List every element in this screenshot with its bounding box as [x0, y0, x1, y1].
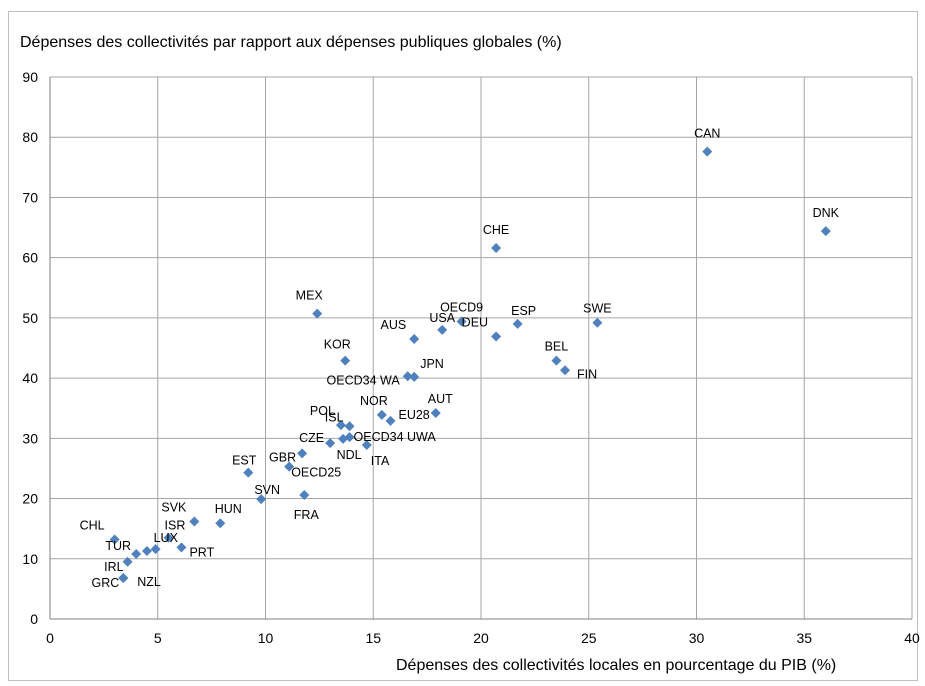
point-label: ESP — [511, 304, 536, 318]
point-label: OECD34 UWA — [354, 430, 437, 444]
data-point-svk — [189, 516, 199, 526]
x-tick-label: 15 — [365, 630, 381, 646]
point-label: SVK — [161, 500, 187, 514]
y-tick-label: 0 — [30, 611, 38, 627]
data-point-bel — [551, 356, 561, 366]
data-point-che — [491, 243, 501, 253]
point-label: HUN — [215, 502, 242, 516]
x-tick-label: 35 — [796, 630, 812, 646]
data-point-jpn — [409, 372, 419, 382]
data-point-nor — [377, 410, 387, 420]
y-tick-label: 80 — [22, 129, 38, 145]
data-point-est — [243, 468, 253, 478]
x-tick-label: 20 — [473, 630, 489, 646]
data-point-prt — [176, 542, 186, 552]
point-label: IRL — [104, 560, 124, 574]
y-tick-label: 90 — [22, 69, 38, 85]
data-point-fin — [560, 365, 570, 375]
y-tick-label: 70 — [22, 189, 38, 205]
data-point-eu28 — [385, 416, 395, 426]
point-label: AUT — [428, 392, 453, 406]
point-label: ISL — [325, 410, 344, 424]
data-point-hun — [215, 518, 225, 528]
point-label: USA — [429, 311, 455, 325]
data-point-kor — [340, 356, 350, 366]
y-tick-label: 30 — [22, 430, 38, 446]
point-label: SVN — [254, 483, 280, 497]
data-point-nzl — [118, 573, 128, 583]
point-label: DNK — [813, 206, 840, 220]
point-label: GRC — [91, 576, 119, 590]
x-tick-label: 30 — [689, 630, 705, 646]
x-tick-label: 40 — [904, 630, 920, 646]
point-label: PRT — [189, 545, 214, 559]
data-point-swe — [592, 318, 602, 328]
x-tick-label: 10 — [258, 630, 274, 646]
point-label: EST — [232, 454, 257, 468]
data-point-aut — [431, 408, 441, 418]
point-label: SWE — [583, 302, 611, 316]
data-point-usa — [437, 325, 447, 335]
point-label: CAN — [694, 127, 720, 141]
y-tick-label: 10 — [22, 551, 38, 567]
x-tick-label: 5 — [154, 630, 162, 646]
y-tick-label: 60 — [22, 250, 38, 266]
data-point-esp — [513, 319, 523, 329]
y-tick-label: 50 — [22, 310, 38, 326]
point-label: KOR — [324, 338, 351, 352]
point-label: CHE — [483, 223, 509, 237]
point-label: EU28 — [398, 408, 429, 422]
point-label: NDL — [337, 448, 362, 462]
y-tick-label: 20 — [22, 491, 38, 507]
y-tick-label: 40 — [22, 370, 38, 386]
point-label: GBR — [269, 450, 296, 464]
data-point-lux — [151, 544, 161, 554]
point-label: JPN — [420, 357, 444, 371]
point-label: OECD34 WA — [327, 373, 401, 387]
point-label: DEU — [462, 316, 488, 330]
point-label: OECD25 — [291, 466, 341, 480]
point-label: NOR — [360, 394, 388, 408]
data-point-tur — [142, 546, 152, 556]
data-point-mex — [312, 309, 322, 319]
point-label: LUX — [154, 531, 179, 545]
x-tick-label: 25 — [581, 630, 597, 646]
data-point-can — [702, 147, 712, 157]
point-label: MEX — [296, 289, 324, 303]
point-label: AUS — [380, 318, 406, 332]
point-label: TUR — [105, 539, 131, 553]
x-tick-label: 0 — [46, 630, 54, 646]
point-label: FIN — [577, 367, 597, 381]
data-point-dnk — [821, 226, 831, 236]
data-point-cze — [325, 438, 335, 448]
point-label: ITA — [371, 454, 390, 468]
data-point-deu — [491, 332, 501, 342]
data-point-tur2 — [131, 549, 141, 559]
data-point-aus — [409, 334, 419, 344]
point-label: CZE — [299, 431, 324, 445]
point-label: CHL — [80, 519, 105, 533]
data-point-gbr — [297, 448, 307, 458]
point-label: FRA — [294, 508, 320, 522]
point-label: NZL — [137, 575, 161, 589]
point-label: BEL — [545, 340, 569, 354]
